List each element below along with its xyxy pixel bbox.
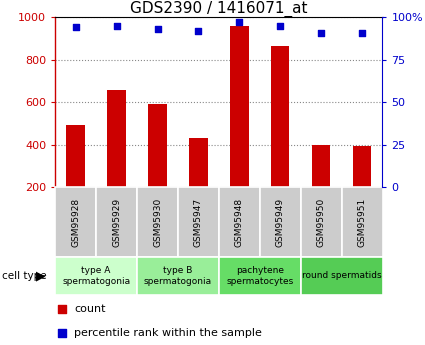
Text: GSM95929: GSM95929 xyxy=(112,197,121,247)
Bar xyxy=(108,90,126,187)
Bar xyxy=(312,145,330,187)
Point xyxy=(277,23,283,29)
Text: type A
spermatogonia: type A spermatogonia xyxy=(62,266,130,286)
Text: GSM95928: GSM95928 xyxy=(71,197,80,247)
Text: cell type: cell type xyxy=(2,271,47,281)
Bar xyxy=(300,187,342,257)
Point xyxy=(359,30,366,35)
Bar xyxy=(230,26,249,187)
Bar xyxy=(148,104,167,187)
Text: GSM95951: GSM95951 xyxy=(357,197,366,247)
Title: GDS2390 / 1416071_at: GDS2390 / 1416071_at xyxy=(130,1,308,17)
Bar xyxy=(55,187,96,257)
Bar xyxy=(300,257,382,295)
Point xyxy=(113,23,120,29)
Bar xyxy=(189,138,208,187)
Bar xyxy=(66,126,85,187)
Text: GSM95930: GSM95930 xyxy=(153,197,162,247)
Point xyxy=(318,30,325,35)
Bar xyxy=(342,187,383,257)
Text: type B
spermatogonia: type B spermatogonia xyxy=(144,266,212,286)
Point xyxy=(195,28,202,33)
Text: GSM95947: GSM95947 xyxy=(194,197,203,247)
Bar xyxy=(137,187,178,257)
Point xyxy=(72,25,79,30)
Text: percentile rank within the sample: percentile rank within the sample xyxy=(74,327,262,337)
Bar xyxy=(96,187,137,257)
Text: GSM95948: GSM95948 xyxy=(235,197,244,247)
Text: round spermatids: round spermatids xyxy=(302,272,381,280)
Text: ▶: ▶ xyxy=(36,269,46,283)
Point xyxy=(236,20,243,25)
Bar xyxy=(219,257,300,295)
Point xyxy=(154,26,161,32)
Bar xyxy=(137,257,219,295)
Bar xyxy=(178,187,219,257)
Bar xyxy=(219,187,260,257)
Text: pachytene
spermatocytes: pachytene spermatocytes xyxy=(226,266,293,286)
Bar xyxy=(260,187,300,257)
Bar xyxy=(55,257,137,295)
Bar xyxy=(353,146,371,187)
Text: count: count xyxy=(74,304,106,314)
Bar xyxy=(271,46,289,187)
Text: GSM95950: GSM95950 xyxy=(317,197,326,247)
Text: GSM95949: GSM95949 xyxy=(276,197,285,247)
